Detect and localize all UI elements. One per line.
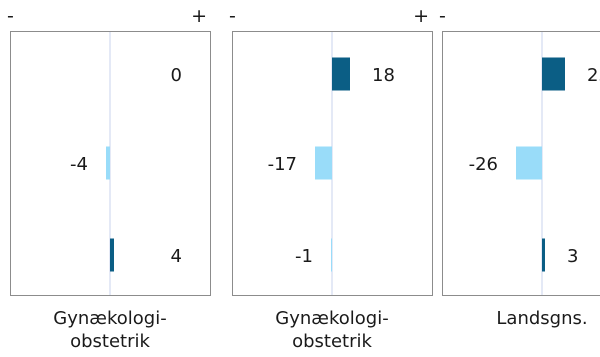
- category-label-line-2: obstetrik: [70, 331, 150, 352]
- bar-row-2: [315, 146, 332, 180]
- minus-label: -: [439, 5, 446, 27]
- plus-label: +: [413, 5, 429, 27]
- value-label-row-3: -1: [295, 246, 313, 267]
- category-label-line-1: Gynækologi-: [275, 308, 388, 329]
- bar-row-2: [516, 146, 542, 180]
- value-label-row-1: 23: [587, 65, 600, 86]
- value-label-row-1: 0: [171, 65, 182, 86]
- bar-row-3: [542, 238, 545, 272]
- chart-panel-1: - +0 -4 4 Gynækologi-obstetrik: [7, 5, 211, 352]
- panel-frame: [232, 31, 433, 296]
- minus-label: -: [7, 5, 14, 27]
- bar-row-1: [332, 57, 350, 91]
- panel-frame: [442, 31, 600, 296]
- value-label-row-3: 4: [171, 246, 182, 267]
- value-label-row-1: 18: [372, 65, 395, 86]
- value-label-row-3: 3: [567, 246, 578, 267]
- bar-row-1: [542, 57, 565, 91]
- category-label-line-2: obstetrik: [292, 331, 372, 352]
- value-label-row-2: -4: [70, 154, 88, 175]
- bar-row-3: [331, 238, 332, 272]
- plus-label: +: [191, 5, 207, 27]
- minus-label: -: [229, 5, 236, 27]
- value-label-row-2: -17: [268, 154, 297, 175]
- category-label-line-1: Landsgns.: [496, 308, 587, 329]
- bar-row-2: [106, 146, 110, 180]
- value-label-row-2: -26: [469, 154, 498, 175]
- panel-frame: [10, 31, 211, 296]
- category-label-line-1: Gynækologi-: [53, 308, 166, 329]
- bar-row-3: [110, 238, 114, 272]
- chart-panel-2: - +18 -17 -1 Gynækologi-obstetrik: [229, 5, 433, 352]
